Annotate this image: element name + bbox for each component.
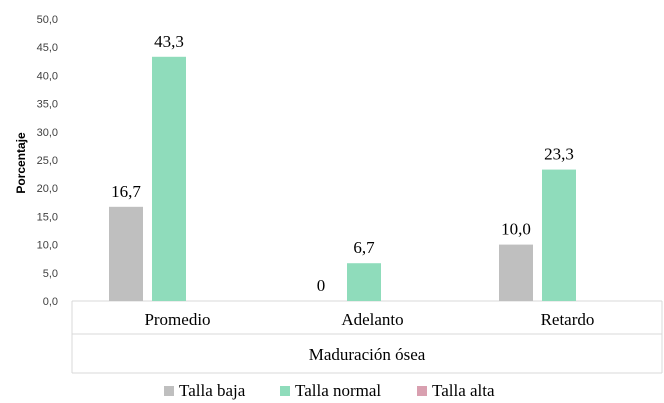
bar <box>152 56 186 302</box>
bar <box>109 206 143 301</box>
y-tick-label: 30,0 <box>37 127 58 139</box>
y-tick-label: 25,0 <box>37 155 58 167</box>
bar-data-label: 16,7 <box>111 182 141 201</box>
category-label: Adelanto <box>341 310 403 329</box>
category-labels: Promedio Adelanto Retardo <box>144 310 594 329</box>
y-axis-label: Porcentaje <box>14 132 28 194</box>
bar-data-label: 23,3 <box>544 145 574 164</box>
legend-label: Talla normal <box>295 381 381 400</box>
bar-data-label: 6,7 <box>353 238 375 257</box>
x-axis-label: Maduración ósea <box>309 345 426 364</box>
y-tick-label: 45,0 <box>37 42 58 54</box>
legend-swatch <box>417 386 427 396</box>
legend-swatch <box>164 386 174 396</box>
bars-group: 16,7 43,3 0 6,7 10,0 23,3 <box>109 32 576 302</box>
y-tick-label: 50,0 <box>37 14 58 26</box>
y-tick-label: 40,0 <box>37 70 58 82</box>
bar <box>499 244 533 301</box>
bar <box>542 169 576 301</box>
y-tick-label: 10,0 <box>37 240 58 252</box>
category-label: Retardo <box>541 310 595 329</box>
bar-data-label: 43,3 <box>154 32 184 51</box>
bar-data-label: 10,0 <box>501 220 531 239</box>
y-tick-label: 5,0 <box>43 268 58 280</box>
y-tick-label: 20,0 <box>37 183 58 195</box>
y-tick-label: 0,0 <box>43 296 58 308</box>
legend-label: Talla baja <box>179 381 246 400</box>
legend-label: Talla alta <box>432 381 495 400</box>
bar-data-label: 0 <box>317 276 326 295</box>
category-label: Promedio <box>144 310 210 329</box>
y-tick-label: 35,0 <box>37 99 58 111</box>
y-tick-label: 15,0 <box>37 211 58 223</box>
legend-swatch <box>280 386 290 396</box>
y-axis-ticks: 0,0 5,0 10,0 15,0 20,0 25,0 30,0 35,0 40,0 45,0 50… <box>37 14 58 308</box>
bar <box>347 263 381 301</box>
legend: Talla baja Talla normal Talla alta <box>164 381 495 400</box>
